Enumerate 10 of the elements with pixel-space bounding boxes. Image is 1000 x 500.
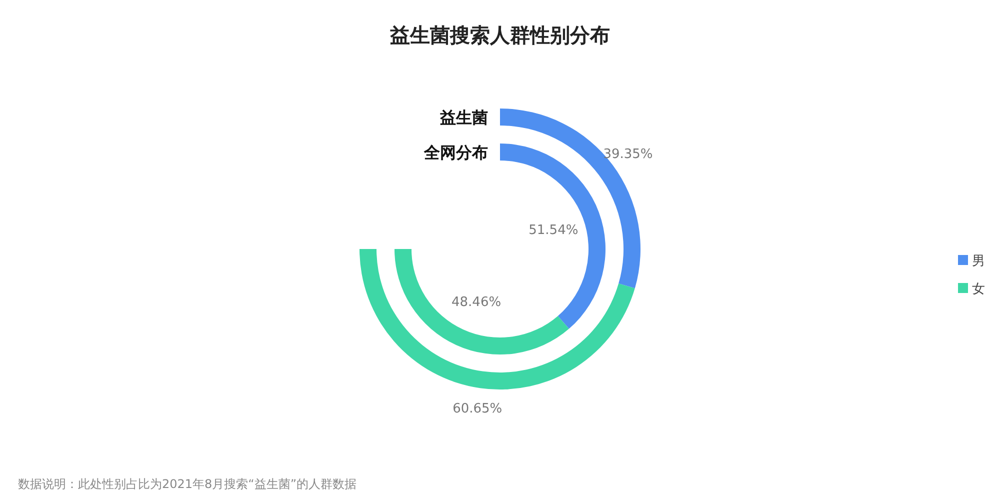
data-label: 60.65% [452, 401, 502, 416]
text: 数据说明：此处性别占比为2021年8月搜索“益生菌”的人群数据 [18, 477, 357, 491]
chart-title: 益生菌搜索人群性别分布 [389, 23, 610, 47]
data-label: 48.46% [452, 294, 502, 310]
legend-label: 男 [972, 254, 985, 269]
slice-label: 全网分布 [423, 143, 488, 162]
slice-label: 益生菌 [439, 108, 488, 127]
data-label: 51.54% [528, 223, 578, 238]
legend-label: 女 [972, 282, 985, 297]
data-label: 39.35% [603, 146, 653, 162]
